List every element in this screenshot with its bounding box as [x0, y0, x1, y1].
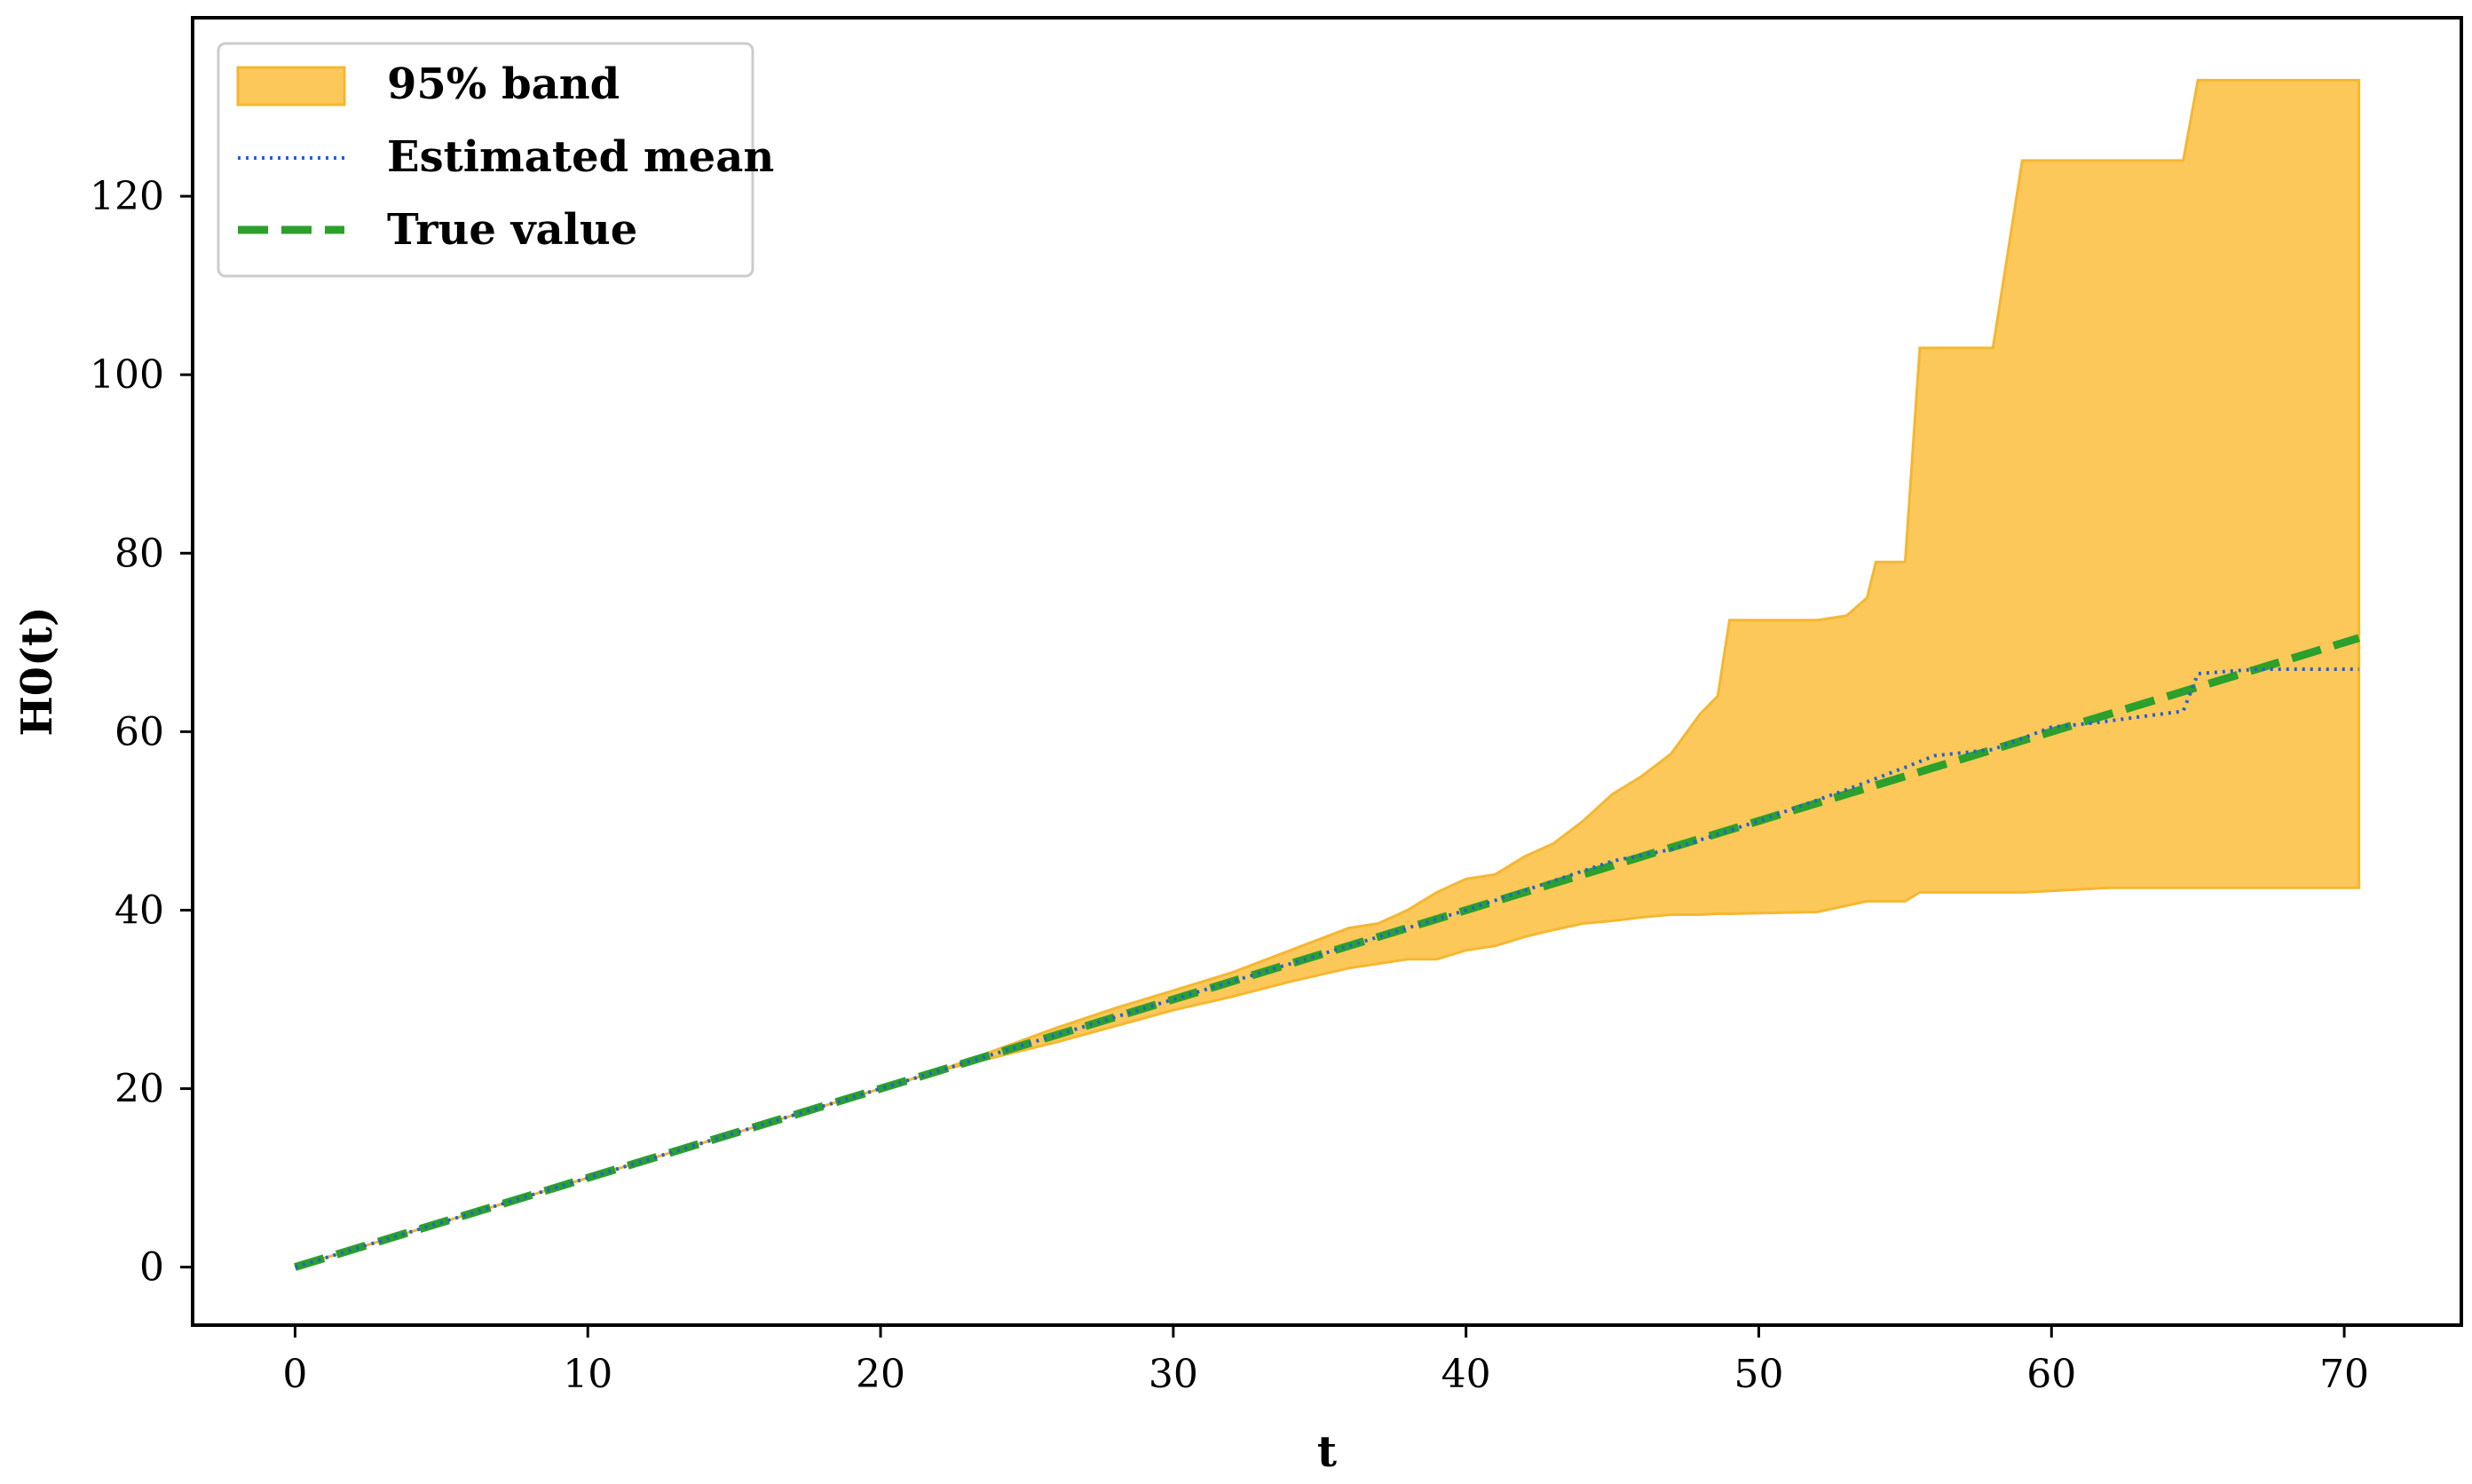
y-tick-label: 20	[115, 1067, 164, 1112]
legend-label-true: True value	[387, 205, 637, 255]
legend-swatch-band	[236, 66, 346, 107]
legend-label-mean: Estimated mean	[387, 132, 774, 182]
band-area	[294, 78, 2361, 1269]
y-tick-label: 100	[90, 352, 164, 398]
x-tick-label: 20	[856, 1352, 905, 1397]
x-tick-label: 0	[282, 1352, 307, 1397]
y-tick-label: 0	[139, 1245, 164, 1291]
x-tick-label: 10	[563, 1352, 612, 1397]
y-tick-label: 80	[115, 531, 164, 576]
y-axis-label: H0(t)	[12, 606, 62, 736]
x-axis-label: t	[1317, 1427, 1337, 1477]
legend-label-band: 95% band	[387, 59, 620, 109]
x-tick-label: 70	[2319, 1352, 2369, 1397]
axes-frame	[191, 16, 2463, 1327]
y-tick-label: 60	[115, 709, 164, 754]
x-tick-label: 30	[1149, 1352, 1198, 1397]
x-tick-label: 60	[2026, 1352, 2076, 1397]
x-tick-label: 50	[1734, 1352, 1783, 1397]
legend: 95% band Estimated mean True value	[217, 42, 774, 278]
plot-area	[294, 78, 2361, 1271]
x-tick-label: 40	[1441, 1352, 1491, 1397]
estimated-mean-line	[294, 667, 2359, 1269]
y-tick-label: 120	[90, 174, 164, 219]
y-tick-label: 40	[115, 888, 164, 933]
axis-ticks: 0 10 20 30 40 50 60 70 0 20 40 60 80 100 120	[90, 174, 2369, 1397]
legend-box	[217, 42, 754, 278]
